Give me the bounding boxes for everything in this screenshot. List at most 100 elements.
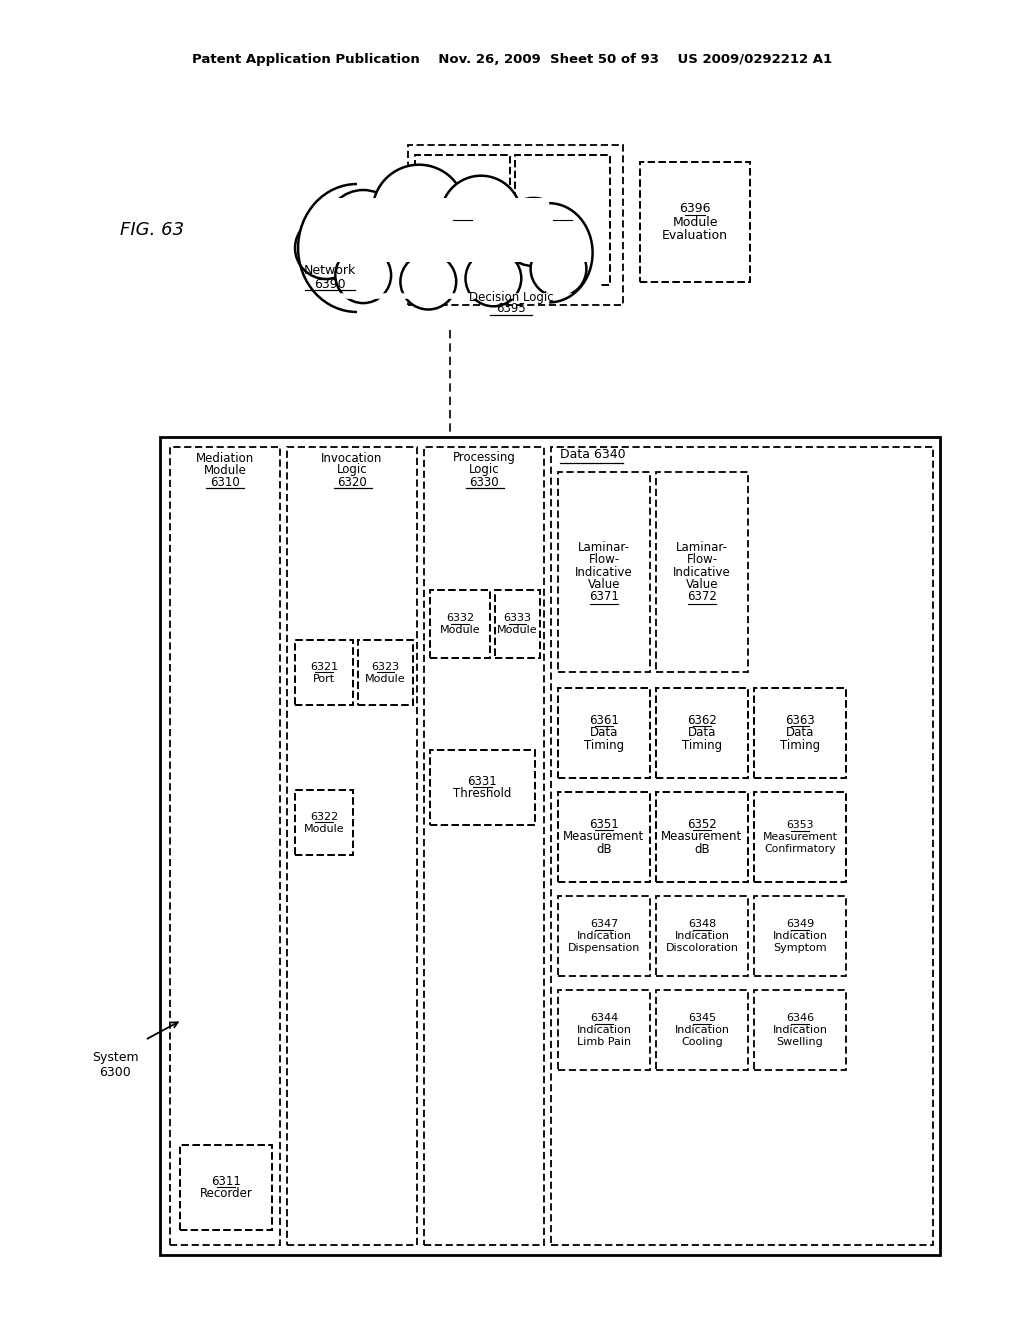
- Text: 6310: 6310: [210, 475, 240, 488]
- Bar: [515, 154, 610, 285]
- Text: 6332: 6332: [445, 612, 474, 623]
- Text: Timing: Timing: [682, 739, 722, 752]
- Text: FIG. 63: FIG. 63: [120, 220, 184, 239]
- Bar: [160, 437, 940, 1255]
- Circle shape: [400, 253, 457, 309]
- Bar: [754, 792, 846, 882]
- Text: Timing: Timing: [584, 739, 624, 752]
- Text: Indication: Indication: [675, 1026, 729, 1035]
- Bar: [754, 990, 846, 1071]
- Text: 6331: 6331: [468, 775, 498, 788]
- Text: 6344: 6344: [590, 1012, 618, 1023]
- Text: Dispensation: Dispensation: [568, 942, 640, 953]
- Text: Indicative: Indicative: [575, 565, 633, 578]
- Bar: [301, 198, 599, 259]
- Text: Logic: Logic: [469, 463, 500, 477]
- Text: Module: Module: [366, 673, 406, 684]
- Text: dB: dB: [596, 843, 611, 857]
- Bar: [180, 1144, 272, 1230]
- Bar: [424, 447, 544, 1245]
- Bar: [558, 792, 650, 882]
- Text: 6392: 6392: [547, 207, 579, 219]
- Bar: [358, 640, 413, 705]
- Text: 6322: 6322: [310, 812, 338, 821]
- Bar: [640, 162, 750, 282]
- Bar: [415, 154, 510, 285]
- Text: Processing: Processing: [453, 451, 515, 465]
- Text: Module: Module: [439, 624, 480, 635]
- Text: Measurement: Measurement: [662, 830, 742, 843]
- Text: Network: Network: [304, 264, 356, 276]
- Bar: [295, 640, 353, 705]
- Text: Laminar-: Laminar-: [578, 541, 630, 554]
- Text: Confirmatory: Confirmatory: [764, 843, 836, 854]
- Bar: [656, 990, 748, 1071]
- Text: Value: Value: [686, 578, 718, 591]
- Text: Value: Value: [588, 578, 621, 591]
- Text: Indication: Indication: [577, 1026, 632, 1035]
- Text: System: System: [92, 1052, 138, 1064]
- Bar: [415, 154, 510, 285]
- Text: Symptom: Symptom: [773, 942, 826, 953]
- Bar: [295, 640, 353, 705]
- Circle shape: [530, 240, 587, 297]
- Bar: [170, 447, 280, 1245]
- Text: Laminar-: Laminar-: [676, 541, 728, 554]
- Text: 6372: 6372: [687, 590, 717, 603]
- Text: 6321: 6321: [310, 661, 338, 672]
- Text: Module: Module: [304, 824, 344, 833]
- Bar: [495, 590, 540, 657]
- Text: Swelling: Swelling: [776, 1038, 823, 1047]
- Text: 6311: 6311: [211, 1175, 241, 1188]
- Bar: [754, 896, 846, 975]
- Text: 6396: 6396: [679, 202, 711, 215]
- Bar: [287, 447, 417, 1245]
- Text: Decision: Decision: [536, 220, 589, 234]
- Bar: [656, 688, 748, 777]
- FancyBboxPatch shape: [301, 201, 599, 288]
- Text: Decision Logic: Decision Logic: [469, 290, 553, 304]
- Bar: [656, 473, 748, 672]
- Bar: [515, 154, 610, 285]
- Text: Module: Module: [498, 624, 538, 635]
- Text: Cooling: Cooling: [681, 1038, 723, 1047]
- Text: 6362: 6362: [687, 714, 717, 727]
- Bar: [495, 590, 540, 657]
- Bar: [430, 590, 490, 657]
- Bar: [430, 750, 535, 825]
- Bar: [358, 640, 413, 705]
- Bar: [656, 792, 748, 882]
- Circle shape: [440, 176, 521, 256]
- Text: 6349: 6349: [785, 919, 814, 929]
- Text: 6330: 6330: [469, 475, 499, 488]
- Text: Threshold: Threshold: [454, 787, 512, 800]
- Text: Indication: Indication: [577, 931, 632, 941]
- Text: 6347: 6347: [590, 919, 618, 929]
- Bar: [754, 688, 846, 777]
- Bar: [640, 162, 750, 282]
- Circle shape: [466, 251, 521, 306]
- Text: Invocation: Invocation: [322, 451, 383, 465]
- Text: Flow-: Flow-: [589, 553, 620, 566]
- Text: Module: Module: [204, 463, 247, 477]
- Bar: [558, 688, 650, 777]
- Text: Indication: Indication: [772, 931, 827, 941]
- Bar: [656, 688, 748, 777]
- Circle shape: [500, 198, 567, 267]
- Text: Measurement: Measurement: [563, 830, 645, 843]
- Text: Data 6340: Data 6340: [560, 449, 626, 462]
- Circle shape: [326, 190, 400, 264]
- Text: 6346: 6346: [786, 1012, 814, 1023]
- Bar: [558, 473, 650, 672]
- Text: Limb Pain: Limb Pain: [577, 1038, 631, 1047]
- Circle shape: [335, 247, 391, 304]
- Text: Patent Application Publication    Nov. 26, 2009  Sheet 50 of 93    US 2009/02922: Patent Application Publication Nov. 26, …: [191, 54, 833, 66]
- Text: Indication: Indication: [772, 1026, 827, 1035]
- Text: 6351: 6351: [589, 818, 618, 830]
- Text: Data: Data: [688, 726, 716, 739]
- Text: 6395: 6395: [496, 301, 526, 314]
- Text: 6371: 6371: [589, 590, 618, 603]
- Text: Data: Data: [590, 726, 618, 739]
- Text: Recorder: Recorder: [200, 1188, 253, 1200]
- Text: Port: Port: [313, 673, 335, 684]
